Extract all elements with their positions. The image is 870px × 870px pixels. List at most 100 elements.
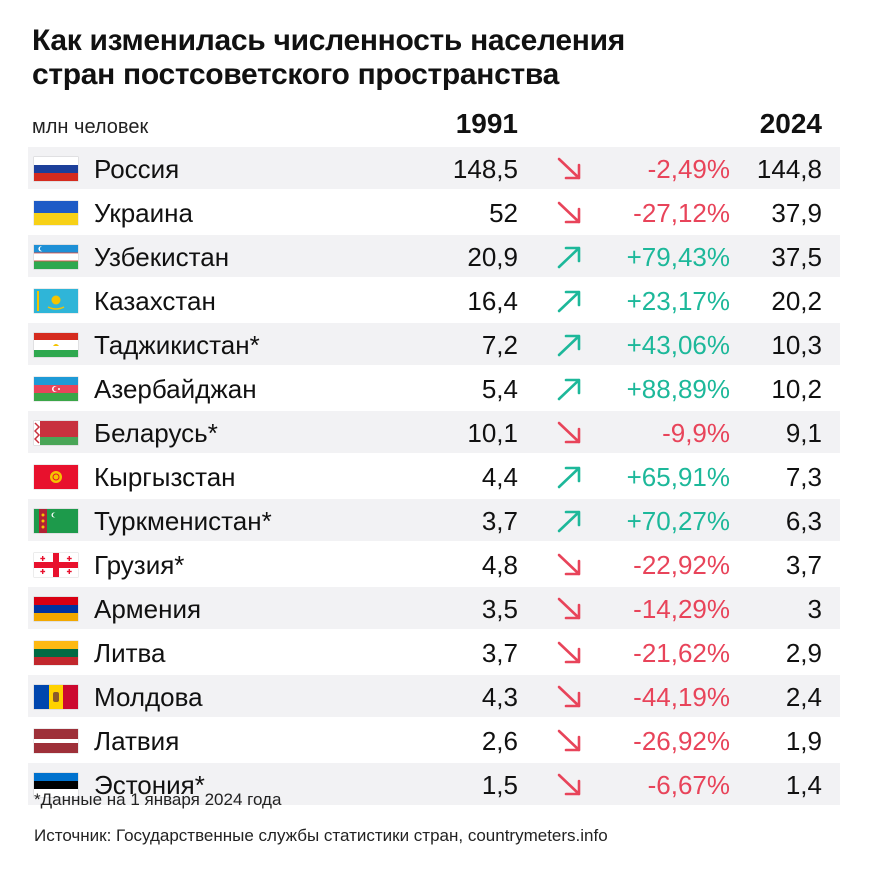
arrow-up-right-icon [554,464,584,490]
table-row: Армения 3,5 -14,29% 3 [28,587,840,631]
country-name: Узбекистан [94,242,230,272]
value-2024: 3,7 [785,550,822,580]
table-row: Латвия 2,6 -26,92% 1,9 [28,719,840,763]
change-percent: -2,49% [647,154,730,184]
change-percent: -44,19% [633,682,730,712]
arrow-down-right-icon [554,200,584,226]
moldova-flag-icon [34,685,78,709]
value-1991: 16,4 [467,286,518,316]
country-name: Молдова [94,682,203,712]
table-row: Грузия* 4,8 -22,92% 3,7 [28,543,840,587]
azerbaijan-flag-icon [34,377,78,401]
belarus-flag-icon [34,421,78,445]
source-note: Источник: Государственные службы статист… [34,826,608,845]
value-2024: 10,2 [771,374,822,404]
ukraine-flag-icon [34,201,78,225]
table-row: Эстония* 1,5 -6,67% 1,4 [28,763,840,807]
change-percent: +70,27% [626,506,730,536]
country-name: Армения [94,594,202,624]
country-name: Эстония* [94,770,205,800]
table-row: Узбекистан 20,9 +79,43% 37,5 [28,235,840,279]
value-2024: 10,3 [771,330,822,360]
column-header-2024: 2024 [759,108,822,139]
kazakhstan-flag-icon [34,289,78,313]
table-row: Беларусь* 10,1 -9,9% 9,1 [28,411,840,455]
table-header: млн человек 1991 2024 [0,108,870,144]
value-2024: 2,9 [785,638,822,668]
arrow-down-right-icon [554,552,584,578]
change-percent: -6,67% [647,770,730,800]
change-percent: -22,92% [633,550,730,580]
value-2024: 6,3 [785,506,822,536]
change-percent: +23,17% [626,286,730,316]
change-percent: -27,12% [633,198,730,228]
change-percent: -26,92% [633,726,730,756]
country-name: Россия [94,154,180,184]
value-1991: 1,5 [481,770,518,800]
country-name: Кыргызстан [94,462,236,492]
unit-label: млн человек [32,116,149,138]
chart-title: Как изменилась численность населения стр… [32,24,832,92]
arrow-down-right-icon [554,728,584,754]
change-percent: +88,89% [626,374,730,404]
value-1991: 5,4 [481,374,518,404]
georgia-flag-icon [34,553,78,577]
value-2024: 1,9 [785,726,822,756]
country-name: Туркменистан* [94,506,272,536]
value-1991: 7,2 [481,330,518,360]
arrow-down-right-icon [554,640,584,666]
turkmenistan-flag-icon [34,509,78,533]
lithuania-flag-icon [34,641,78,665]
estonia-flag-icon [34,773,78,797]
value-1991: 20,9 [467,242,518,272]
value-2024: 144,8 [756,154,822,184]
country-name: Украина [94,198,193,228]
russia-flag-icon [34,157,78,181]
value-2024: 20,2 [771,286,822,316]
value-2024: 3 [807,594,822,624]
arrow-down-right-icon [554,772,584,798]
table-row: Туркменистан* 3,7 +70,27% 6,3 [28,499,840,543]
value-2024: 37,5 [771,242,822,272]
table-row: Россия 148,5 -2,49% 144,8 [28,147,840,191]
country-name: Литва [94,638,166,668]
country-name: Грузия* [94,550,185,580]
value-1991: 4,8 [481,550,518,580]
value-2024: 9,1 [785,418,822,448]
population-table: Россия 148,5 -2,49% 144,8 Украина 52 -27,12% 37… [28,147,840,807]
change-percent: -9,9% [662,418,730,448]
change-percent: +79,43% [626,242,730,272]
value-2024: 7,3 [785,462,822,492]
title-line-1: Как изменилась численность населения [32,24,625,57]
value-1991: 4,3 [481,682,518,712]
arrow-up-right-icon [554,376,584,402]
country-name: Казахстан [94,286,216,316]
table-row: Казахстан 16,4 +23,17% 20,2 [28,279,840,323]
table-row: Литва 3,7 -21,62% 2,9 [28,631,840,675]
country-name: Таджикистан* [94,330,260,360]
value-1991: 3,5 [481,594,518,624]
footnote: *Данные на 1 января 2024 года [34,790,282,809]
table-row: Украина 52 -27,12% 37,9 [28,191,840,235]
value-2024: 2,4 [785,682,822,712]
arrow-up-right-icon [554,244,584,270]
table-row: Азербайджан 5,4 +88,89% 10,2 [28,367,840,411]
table-row: Кыргызстан 4,4 +65,91% 7,3 [28,455,840,499]
kyrgyzstan-flag-icon [34,465,78,489]
latvia-flag-icon [34,729,78,753]
value-1991: 4,4 [481,462,518,492]
arrow-up-right-icon [554,288,584,314]
table-row: Таджикистан* 7,2 +43,06% 10,3 [28,323,840,367]
value-1991: 148,5 [452,154,518,184]
arrow-down-right-icon [554,156,584,182]
arrow-up-right-icon [554,508,584,534]
value-2024: 1,4 [785,770,822,800]
tajikistan-flag-icon [34,333,78,357]
arrow-up-right-icon [554,332,584,358]
change-percent: +65,91% [626,462,730,492]
column-header-1991: 1991 [455,108,518,139]
title-line-2: стран постсоветского пространства [32,58,559,91]
arrow-down-right-icon [554,420,584,446]
arrow-down-right-icon [554,684,584,710]
arrow-down-right-icon [554,596,584,622]
